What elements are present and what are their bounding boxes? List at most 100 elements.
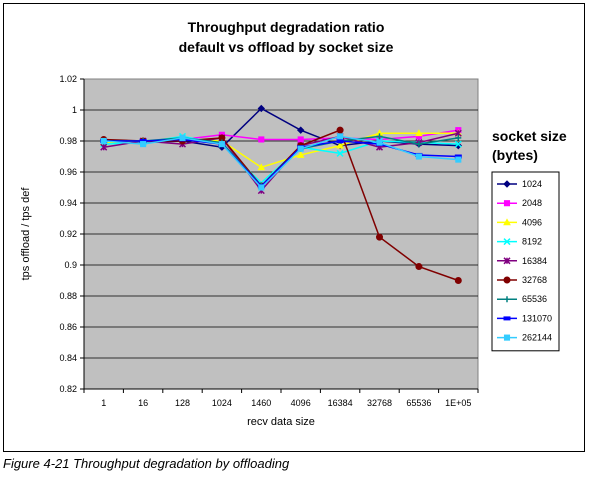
y-tick-label: 0.9 <box>64 260 77 270</box>
series-line <box>103 107 459 148</box>
y-tick-label: 1 <box>72 105 77 115</box>
legend-item-8192: 8192 <box>497 237 542 247</box>
x-tick-label: 65536 <box>406 398 431 408</box>
marker-shape <box>336 139 344 143</box>
marker-shape <box>454 140 462 148</box>
chart-frame: Throughput degradation ratio default vs o… <box>3 3 585 452</box>
legend-item-32768: 32768 <box>497 275 547 285</box>
data-point <box>218 141 225 148</box>
marker-shape <box>336 149 344 157</box>
legend-label: 131070 <box>522 313 552 323</box>
legend-label: 4096 <box>522 217 542 227</box>
marker-shape <box>297 136 304 143</box>
legend-swatch-marker <box>503 180 511 188</box>
legend-item-262144: 262144 <box>497 333 552 343</box>
legend-swatch-marker <box>503 257 511 265</box>
y-tick-label: 0.84 <box>59 353 77 363</box>
marker-shape <box>376 139 383 146</box>
marker-shape <box>218 141 225 148</box>
marker-shape <box>415 129 423 137</box>
data-point <box>336 149 344 157</box>
marker-shape <box>296 150 305 158</box>
marker-shape <box>415 263 423 271</box>
data-point <box>415 153 422 160</box>
chart-title-line: Throughput degradation ratio <box>188 19 385 35</box>
legend-label: 32768 <box>522 275 547 285</box>
data-point <box>296 150 305 158</box>
data-point <box>454 277 462 284</box>
legend-item-65536: 65536 <box>497 294 547 304</box>
marker-shape <box>503 276 511 284</box>
data-point <box>100 143 108 151</box>
marker-shape <box>376 233 383 241</box>
legend-label: 1024 <box>522 179 542 189</box>
marker-shape <box>503 218 511 226</box>
data-point <box>415 141 422 148</box>
data-point <box>297 145 304 152</box>
legend-title-line: (bytes) <box>492 147 538 163</box>
legend-item-16384: 16384 <box>497 256 547 266</box>
data-point <box>296 126 305 134</box>
x-tick-label: 1E+05 <box>445 398 471 408</box>
x-tick-label: 16384 <box>328 398 353 408</box>
data-point <box>415 263 423 271</box>
y-tick-label: 0.94 <box>59 198 77 208</box>
marker-shape <box>503 180 511 188</box>
y-axis-label: tps offload / tps def <box>20 187 32 281</box>
legend-item-2048: 2048 <box>497 198 542 208</box>
legend-swatch-marker <box>503 316 511 321</box>
series-line <box>103 135 459 189</box>
marker-shape <box>258 184 265 191</box>
y-tick-label: 0.88 <box>59 291 77 301</box>
legend-swatch-marker <box>503 238 511 246</box>
marker-shape <box>415 153 422 160</box>
legend-label: 65536 <box>522 294 547 304</box>
legend-swatch-marker <box>503 334 511 341</box>
data-point <box>455 156 462 163</box>
x-tick-label: 32768 <box>367 398 392 408</box>
data-point <box>336 139 344 143</box>
marker-shape <box>376 133 383 140</box>
marker-shape <box>503 238 511 246</box>
x-tick-label: 16 <box>138 398 148 408</box>
legend-swatch-marker <box>504 296 510 303</box>
marker-shape <box>503 200 511 207</box>
marker-shape <box>503 316 511 321</box>
line-chart: Throughput degradation ratio default vs o… <box>20 19 567 428</box>
data-point <box>337 133 344 140</box>
y-tick-label: 0.82 <box>59 384 77 394</box>
legend-item-131070: 131070 <box>497 313 552 323</box>
marker-shape <box>258 136 265 143</box>
y-tick-label: 0.96 <box>59 167 77 177</box>
legend-swatch-marker <box>503 276 511 284</box>
marker-shape <box>455 134 462 141</box>
legend-label: 262144 <box>522 333 552 343</box>
y-tick-label: 1.02 <box>59 74 77 84</box>
marker-shape <box>179 134 186 141</box>
marker-shape <box>336 126 344 134</box>
marker-shape <box>257 163 266 171</box>
x-tick-label: 4096 <box>291 398 311 408</box>
marker-shape <box>504 296 510 303</box>
x-axis-label: recv data size <box>247 416 315 428</box>
marker-shape <box>415 141 422 148</box>
chart-title-line: default vs offload by socket size <box>179 39 394 55</box>
marker-shape <box>296 126 305 134</box>
data-point <box>376 133 383 140</box>
data-point <box>179 134 186 141</box>
legend-title-line: socket size <box>492 128 567 144</box>
data-point <box>376 139 383 146</box>
x-tick-label: 128 <box>175 398 190 408</box>
legend-swatch-marker <box>503 218 511 226</box>
data-point <box>257 104 266 113</box>
marker-shape <box>336 141 344 149</box>
marker-shape <box>100 137 107 145</box>
marker-shape <box>140 141 147 148</box>
data-point <box>258 184 265 191</box>
marker-shape <box>337 133 344 140</box>
y-tick-label: 0.92 <box>59 229 77 239</box>
data-point <box>336 141 344 149</box>
data-point <box>336 126 344 134</box>
legend-item-1024: 1024 <box>497 179 542 189</box>
legend-label: 16384 <box>522 256 547 266</box>
